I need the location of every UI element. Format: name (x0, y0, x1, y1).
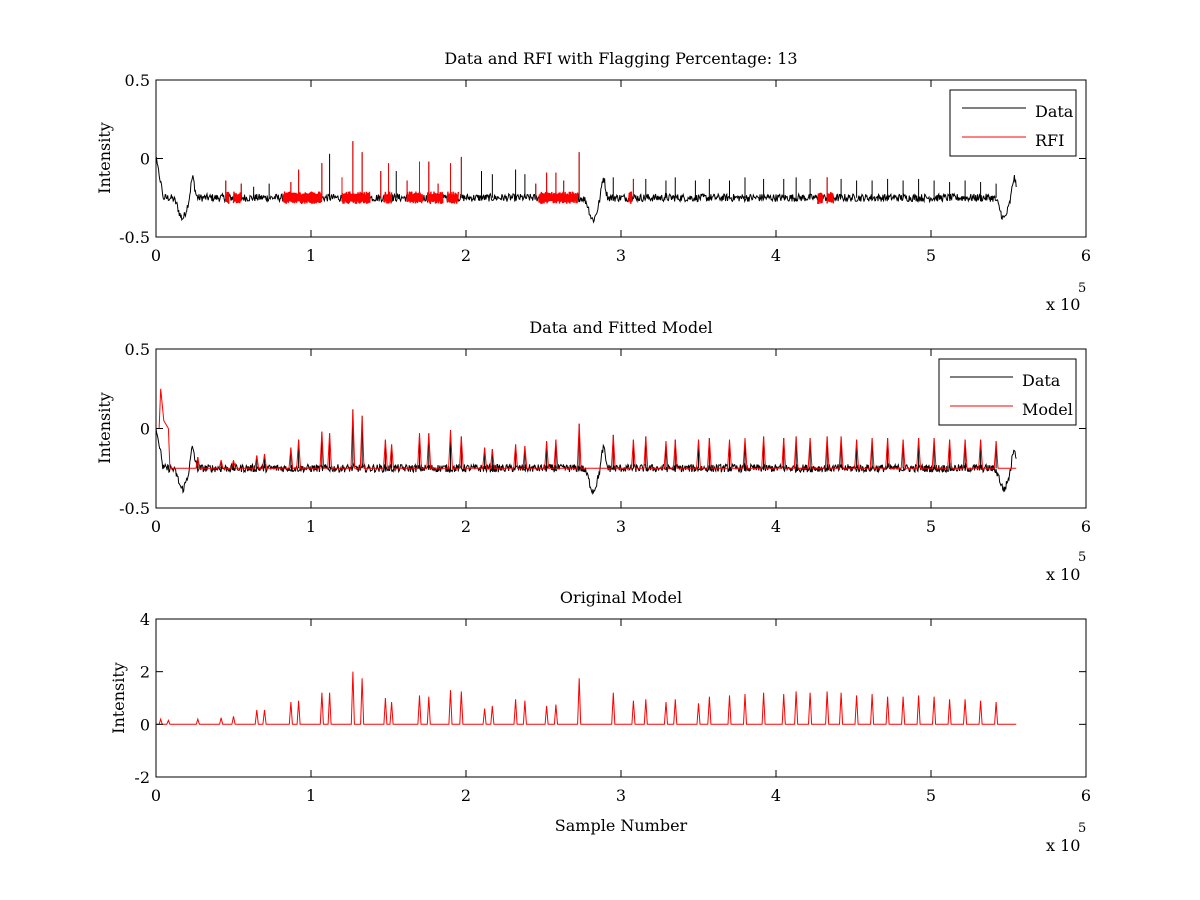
series-model-line (158, 388, 1017, 469)
panel-2-x-multiplier: x 10 (1046, 565, 1080, 584)
panel-1-legend: Data RFI (949, 89, 1077, 157)
rfi-region (538, 191, 579, 204)
x-tick-label: 3 (616, 517, 626, 536)
x-tick-label: 1 (306, 786, 316, 805)
rfi-region (341, 191, 371, 205)
panel-3-x-multiplier: x 10 (1046, 836, 1080, 855)
panel-2-legend: Data Model (938, 358, 1077, 426)
series-original-model-line (156, 671, 1017, 725)
panel-1-legend-box (949, 89, 1077, 157)
legend-rfi-label: RFI (1035, 131, 1064, 150)
legend-data-label: Data (1022, 371, 1061, 390)
x-tick-label: 6 (1081, 246, 1091, 265)
rfi-region (282, 191, 323, 205)
panel-1-x-multiplier-exponent: 5 (1078, 281, 1086, 296)
x-tick-label: 5 (926, 786, 936, 805)
rfi-region (426, 191, 444, 205)
rfi-region (826, 191, 835, 204)
x-tick-label: 3 (616, 786, 626, 805)
y-tick-label: 0 (140, 715, 150, 734)
panel-2-ticks: 0 1 2 3 4 5 6-0.500.5 (119, 340, 1091, 536)
panel-2-data-layer (155, 388, 1017, 496)
panel-3-x-multiplier-exponent: 5 (1078, 821, 1086, 836)
y-tick-label: 0.5 (125, 340, 150, 359)
panel-2-title: Data and Fitted Model (529, 318, 712, 337)
panel-1-ylabel: Intensity (95, 122, 114, 194)
panel-3-data-layer (156, 671, 1017, 725)
panel-1-data-layer (155, 141, 1017, 224)
legend-data-label: Data (1035, 102, 1074, 121)
panel-2-legend-box (938, 358, 1077, 426)
rfi-region (628, 191, 633, 204)
rfi-region (817, 192, 824, 204)
panel-data-and-rfi: Data and RFI with Flagging Percentage: 1… (95, 49, 1091, 314)
panel-3-title: Original Model (560, 588, 682, 607)
x-tick-label: 1 (306, 517, 316, 536)
series-data-line (155, 428, 1017, 496)
x-tick-label: 4 (771, 517, 781, 536)
rfi-region (232, 191, 242, 204)
panel-2-ylabel: Intensity (95, 392, 114, 464)
x-tick-label: 5 (926, 246, 936, 265)
y-tick-label: 0.5 (125, 71, 150, 90)
y-tick-label: -0.5 (119, 499, 150, 518)
x-tick-label: 4 (771, 246, 781, 265)
y-tick-label: 0 (140, 150, 150, 169)
y-tick-label: 0 (140, 420, 150, 439)
x-tick-label: 0 (151, 246, 161, 265)
panel-data-and-fitted-model: Data and Fitted Model 0 1 2 3 4 5 6-0.500.5 In… (95, 318, 1091, 584)
y-tick-label: -0.5 (119, 228, 150, 247)
legend-model-label: Model (1022, 400, 1073, 419)
x-tick-label: 2 (461, 517, 471, 536)
panel-3-xlabel: Sample Number (555, 816, 688, 835)
panel-2-x-multiplier-exponent: 5 (1078, 550, 1086, 565)
x-tick-label: 6 (1081, 517, 1091, 536)
panel-3-ylabel: Intensity (109, 662, 128, 734)
x-tick-label: 0 (151, 517, 161, 536)
panel-1-ticks: 0 1 2 3 4 5 6-0.500.5 (119, 71, 1091, 265)
x-tick-label: 1 (306, 246, 316, 265)
x-tick-label: 2 (461, 246, 471, 265)
x-tick-label: 6 (1081, 786, 1091, 805)
panel-1-x-multiplier: x 10 (1046, 295, 1080, 314)
x-tick-label: 4 (771, 786, 781, 805)
rfi-region (446, 191, 459, 204)
rfi-region (225, 191, 230, 204)
y-tick-label: 2 (140, 663, 150, 682)
x-tick-label: 3 (616, 246, 626, 265)
x-tick-label: 0 (151, 786, 161, 805)
panel-1-title: Data and RFI with Flagging Percentage: 1… (444, 49, 797, 68)
x-tick-label: 2 (461, 786, 471, 805)
rfi-region (383, 191, 393, 204)
y-tick-label: -2 (134, 768, 150, 787)
x-tick-label: 5 (926, 517, 936, 536)
y-tick-label: 4 (140, 610, 150, 629)
